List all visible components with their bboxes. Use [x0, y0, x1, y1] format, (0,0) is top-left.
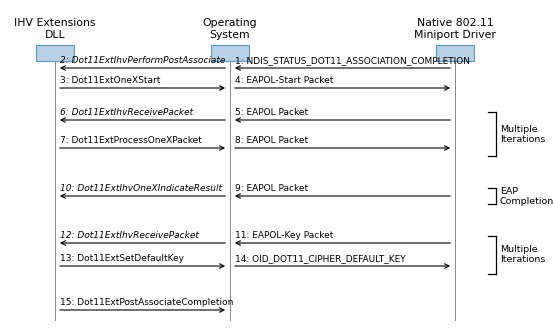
Text: 9: EAPOL Packet: 9: EAPOL Packet	[235, 184, 308, 193]
Text: 14: OID_DOT11_CIPHER_DEFAULT_KEY: 14: OID_DOT11_CIPHER_DEFAULT_KEY	[235, 254, 405, 263]
Bar	[211, 45, 249, 61]
Text: 4: EAPOL-Start Packet: 4: EAPOL-Start Packet	[235, 76, 333, 85]
Text: EAP: EAP	[500, 186, 518, 196]
Bar	[436, 45, 474, 61]
Text: 5: EAPOL Packet: 5: EAPOL Packet	[235, 108, 308, 117]
Text: 7: Dot11ExtProcessOneXPacket: 7: Dot11ExtProcessOneXPacket	[60, 136, 202, 145]
Text: IHV Extensions
DLL: IHV Extensions DLL	[14, 18, 96, 40]
Text: Iterations: Iterations	[500, 134, 545, 143]
Text: 6: Dot11ExtIhvReceivePacket: 6: Dot11ExtIhvReceivePacket	[60, 108, 193, 117]
Text: 8: EAPOL Packet: 8: EAPOL Packet	[235, 136, 308, 145]
Text: 10: Dot11ExtIhvOneXIndicateResult: 10: Dot11ExtIhvOneXIndicateResult	[60, 184, 222, 193]
Text: Iterations: Iterations	[500, 255, 545, 264]
Text: 1: NDIS_STATUS_DOT11_ASSOCIATION_COMPLETION: 1: NDIS_STATUS_DOT11_ASSOCIATION_COMPLET…	[235, 56, 470, 65]
Bar	[36, 45, 74, 61]
Text: 2: Dot11ExtIhvPerformPostAssociate: 2: Dot11ExtIhvPerformPostAssociate	[60, 56, 226, 65]
Text: 3: Dot11ExtOneXStart: 3: Dot11ExtOneXStart	[60, 76, 160, 85]
Text: 15: Dot11ExtPostAssociateCompletion: 15: Dot11ExtPostAssociateCompletion	[60, 298, 233, 307]
Text: 13: Dot11ExtSetDefaultKey: 13: Dot11ExtSetDefaultKey	[60, 254, 184, 263]
Text: 11: EAPOL-Key Packet: 11: EAPOL-Key Packet	[235, 231, 333, 240]
Text: Multiple: Multiple	[500, 246, 538, 254]
Text: Native 802.11
Miniport Driver: Native 802.11 Miniport Driver	[414, 18, 496, 40]
Text: Operating
System: Operating System	[203, 18, 257, 40]
Text: 12: Dot11ExtIhvReceivePacket: 12: Dot11ExtIhvReceivePacket	[60, 231, 199, 240]
Text: Multiple: Multiple	[500, 125, 538, 133]
Text: Completion: Completion	[500, 197, 553, 206]
